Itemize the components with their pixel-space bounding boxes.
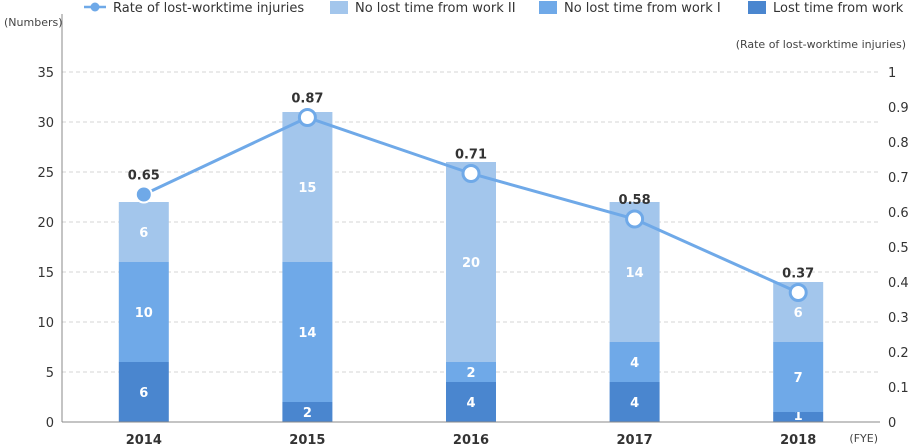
bar-value-label: 20 <box>462 256 480 271</box>
bar-segment <box>282 402 333 422</box>
rate-value-label: 0.71 <box>455 148 487 163</box>
y2-tick-label: 0.1 <box>888 381 908 396</box>
legend-point-marker <box>90 2 100 12</box>
y-tick-label: 5 <box>46 366 54 381</box>
bar-segment <box>446 162 496 362</box>
bar-segment <box>282 112 333 262</box>
bar-value-label: 6 <box>139 386 148 401</box>
bar-segment <box>609 342 660 382</box>
bar-segment <box>118 362 169 422</box>
y2-tick-label: 0.9 <box>888 101 908 116</box>
legend-swatch <box>330 1 348 14</box>
y2-tick-label: 0.2 <box>888 346 908 361</box>
rate-point <box>788 283 808 302</box>
bar-value-label: 14 <box>298 326 316 341</box>
legend-swatch <box>748 1 766 14</box>
bar-value-label: 4 <box>630 396 639 411</box>
y2-tick-label: 0.3 <box>888 311 908 326</box>
bar-segment <box>609 382 660 422</box>
y2-axis-title: (Rate of lost-worktime injuries) <box>736 38 906 51</box>
bar-segment <box>446 362 496 382</box>
legend-swatch <box>539 1 557 14</box>
x-tick-label: 2018 <box>780 433 816 446</box>
x-axis-labels: 2014 2015 2016 2017 2018 <box>126 433 817 446</box>
legend-label: Lost time from work <box>773 1 904 16</box>
y2-tick-label: 0 <box>888 416 896 431</box>
y-tick-label: 35 <box>37 66 54 81</box>
legend-label: Rate of lost-worktime injuries <box>113 1 304 16</box>
rate-point <box>625 209 645 229</box>
y-tick-label: 15 <box>37 266 54 281</box>
bar-segment <box>446 382 496 422</box>
bar-segment <box>773 412 824 422</box>
bar-value-label: 6 <box>139 226 148 241</box>
bar-value-label: 14 <box>626 266 644 281</box>
y2-tick-label: 0.7 <box>888 171 908 186</box>
y2-axis-ticks: 0 0.1 0.2 0.3 0.4 0.5 0.6 0.7 0.8 0.9 1 <box>888 66 908 431</box>
bar-segment <box>118 202 169 262</box>
bar-segment <box>773 342 824 412</box>
y-tick-label: 30 <box>37 116 54 131</box>
bar-value-label: 6 <box>794 306 803 321</box>
rate-value-label: 0.87 <box>291 92 323 107</box>
rate-point <box>134 185 153 204</box>
y2-tick-label: 1 <box>888 66 896 81</box>
x-tick-label: 2014 <box>126 433 162 446</box>
bar-value-label: 4 <box>630 356 639 371</box>
bar-group: 6 10 6 2 14 15 4 2 20 4 4 14 1 7 6 <box>118 112 824 424</box>
x-tick-label: 2016 <box>453 433 489 446</box>
y2-tick-label: 0.6 <box>888 206 908 221</box>
y2-tick-label: 0.4 <box>888 276 908 291</box>
y-tick-label: 10 <box>37 316 54 331</box>
legend-label: No lost time from work I <box>564 1 721 16</box>
rate-line-group: 0.65 0.87 0.71 0.58 0.37 <box>128 92 814 302</box>
bar-value-label: 1 <box>794 409 803 424</box>
bar-segment <box>282 262 333 402</box>
legend-label: No lost time from work II <box>355 1 516 16</box>
bar-value-label: 4 <box>466 396 475 411</box>
legend: Rate of lost-worktime injuries No lost ti… <box>84 1 904 16</box>
y-tick-label: 25 <box>37 166 54 181</box>
y-tick-label: 20 <box>37 216 54 231</box>
bar-value-label: 7 <box>794 371 803 386</box>
bar-segment <box>118 262 169 362</box>
bar-value-label: 10 <box>135 306 153 321</box>
rate-value-label: 0.58 <box>619 193 651 208</box>
rate-value-label: 0.65 <box>128 169 160 184</box>
bar-value-label: 2 <box>303 406 312 421</box>
rate-point <box>297 108 317 127</box>
y-tick-label: 0 <box>46 416 54 431</box>
bar-value-label: 2 <box>466 366 475 381</box>
y-axis-ticks: 0 5 10 15 20 25 30 35 <box>37 66 54 431</box>
y2-tick-label: 0.5 <box>888 241 908 256</box>
y-axis-title: (Numbers) <box>4 16 63 29</box>
rate-point <box>461 164 481 183</box>
rate-value-label: 0.37 <box>782 267 814 282</box>
y2-tick-label: 0.8 <box>888 136 908 151</box>
x-tick-label: 2015 <box>289 433 325 446</box>
bar-value-label: 15 <box>298 181 316 196</box>
x-axis-title: (FYE) <box>849 432 878 445</box>
x-tick-label: 2017 <box>617 433 653 446</box>
